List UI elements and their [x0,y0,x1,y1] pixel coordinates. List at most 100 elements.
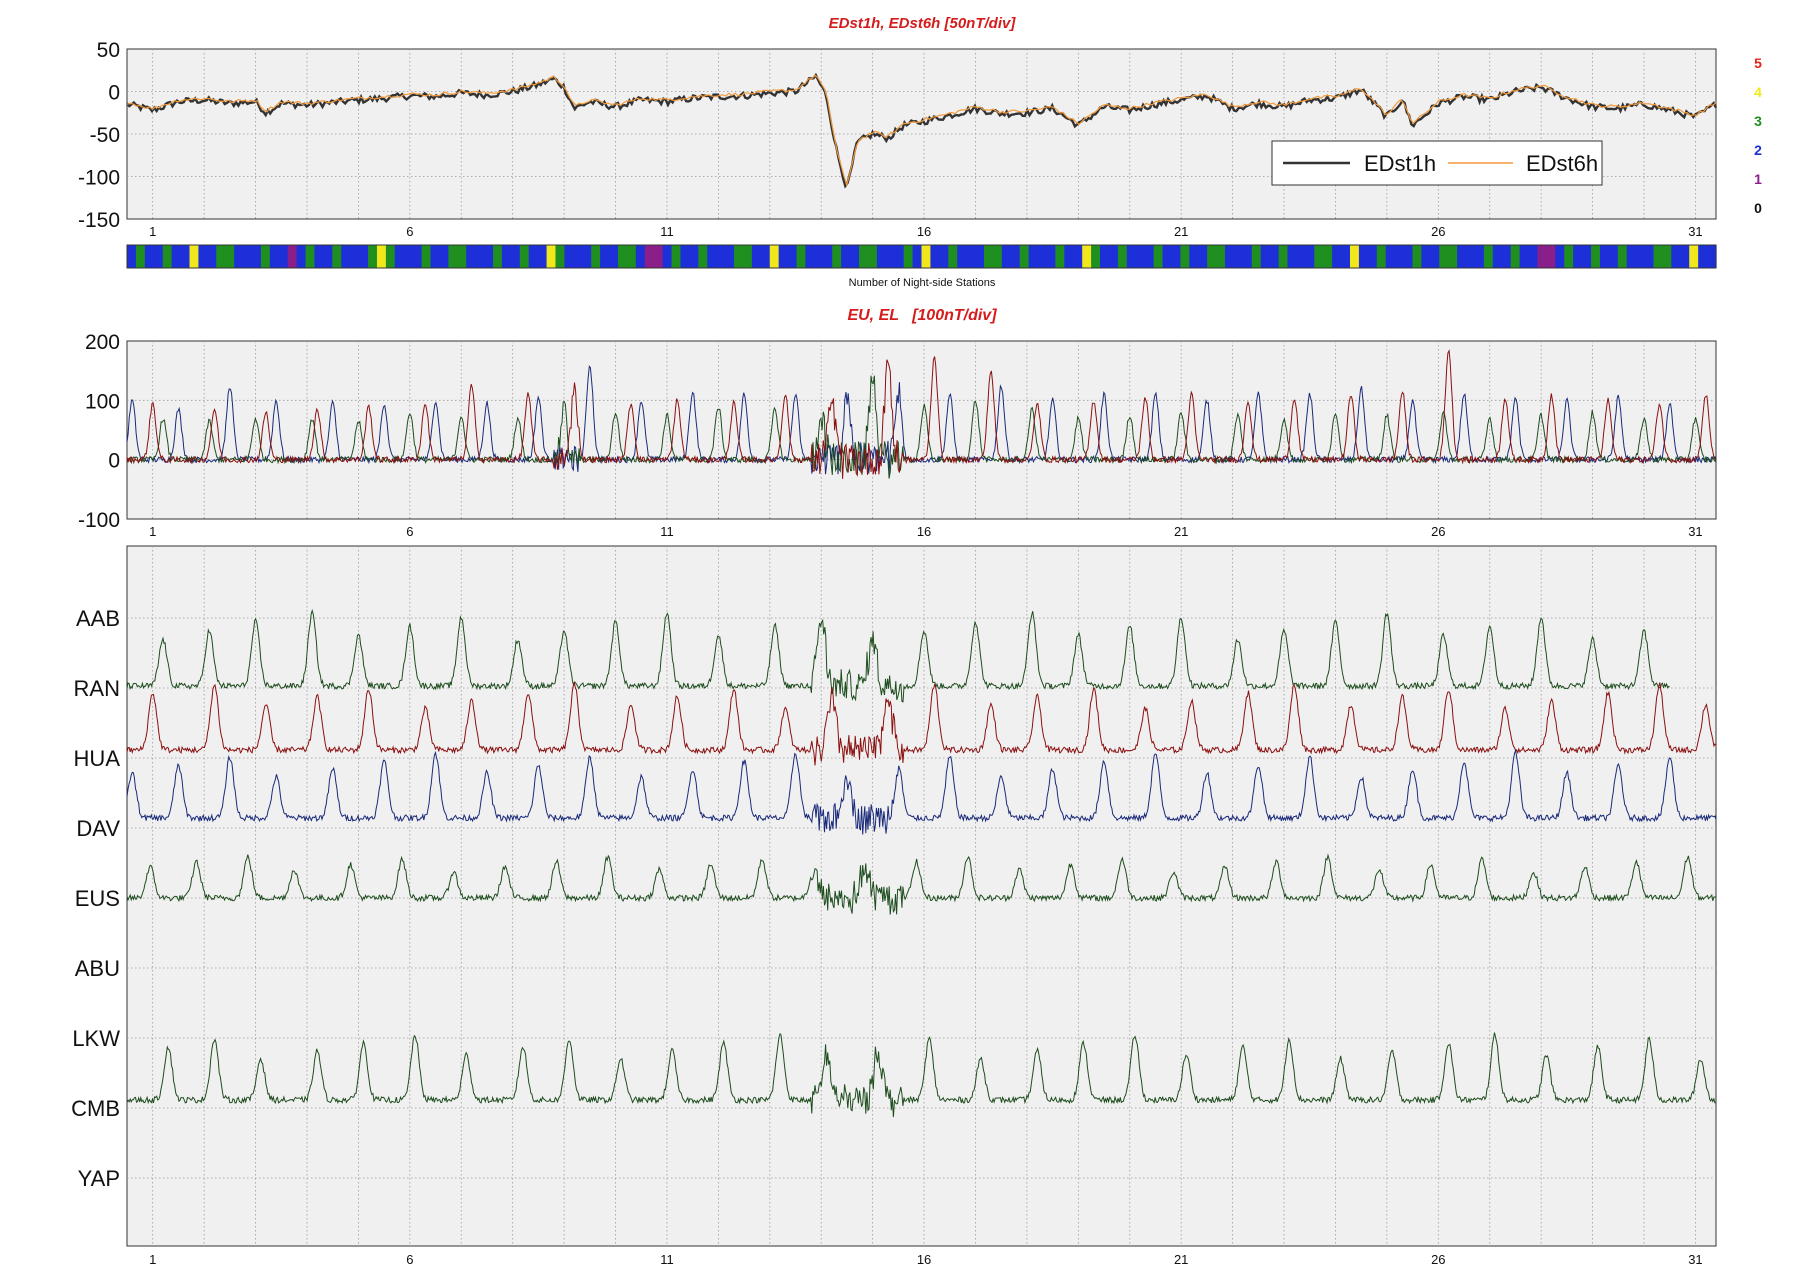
station-count-cell [493,245,503,268]
y-tick-label: 0 [108,82,120,105]
station-label-ran: RAN [74,676,120,701]
station-trace-hua [126,748,1717,835]
station-count-cell [510,245,521,268]
station-count-cell [287,245,298,268]
station-count-cell [1064,245,1074,268]
station-count-cell [1707,245,1717,268]
station-count-cell [1162,245,1173,268]
station-count-cell [234,245,244,268]
y-tick-label: 100 [85,390,120,413]
station-count-cell [1233,245,1244,268]
station-count-cell [609,245,619,268]
x-tick-label: 21 [1174,524,1188,539]
y-tick-label: -100 [78,167,120,190]
station-count-cell [626,245,637,268]
station-count-cell [260,245,271,268]
station-count-cell [796,245,807,268]
station-count-cell [1599,245,1610,268]
station-count-cell [903,245,914,268]
x-tick-label: 21 [1174,224,1188,239]
stations-series [126,608,1717,1118]
station-count-cell [805,245,815,268]
station-count-cell [1492,245,1503,268]
y-tick-label: 200 [85,331,120,354]
station-count-cell [1403,245,1414,268]
station-count-cell [1689,245,1699,268]
station-trace-ran [126,682,1717,766]
edst-legend: EDst1h EDst6h [1271,140,1603,186]
series-line-edst6h [126,74,1717,188]
station-count-cell [251,245,262,268]
station-count-cell [207,245,217,268]
station-count-cell [269,245,280,268]
station-count-cell [707,245,717,268]
eu-el-series [126,349,1717,479]
station-count-cell [992,245,1003,268]
x-tick-label: 16 [917,224,931,239]
station-count-cell [1242,245,1253,268]
station-count-cell [1010,245,1021,268]
station-count-cell [448,245,458,268]
station-count-cell [1483,245,1494,268]
station-count-cell [555,245,566,268]
station-label-hua: HUA [74,746,121,771]
station-count-cell [689,245,699,268]
legend-label-edst1h: EDst1h [1364,151,1436,176]
station-count-cell [635,245,646,268]
station-count-cell [484,245,494,268]
station-count-cell [537,245,548,268]
station-count-cell [1278,245,1289,268]
station-count-cell [376,245,387,268]
station-count-cell [1091,245,1101,268]
station-label-eus: EUS [75,886,120,911]
station-count-cell [751,245,762,268]
count-legend-2: 2 [1754,142,1762,158]
station-count-cell [1055,245,1065,268]
y-tick-label: 0 [108,450,120,473]
station-count-cell [742,245,753,268]
station-count-cell [1225,245,1235,268]
station-count-bar: Number of Night-side Stations [126,244,1717,289]
station-count-cell [332,245,342,268]
station-count-cell [1180,245,1190,268]
station-count-cell [832,245,842,268]
station-count-cell [814,245,824,268]
station-count-cell [644,245,655,268]
station-count-cell [180,245,191,268]
station-count-cell [1448,245,1458,268]
x-tick-label: 26 [1431,524,1445,539]
station-count-cell [243,245,253,268]
station-count-cell [1591,245,1601,268]
station-count-cell [1046,245,1057,268]
station-count-cell [1555,245,1565,268]
station-count-cell [1349,245,1360,268]
station-count-cell [1314,245,1324,268]
station-count-cell [1073,245,1083,268]
y-tick-label: 50 [97,39,120,62]
station-count-cell [1216,245,1226,268]
station-count-cell [341,245,351,268]
station-count-cell [1573,245,1583,268]
station-count-cell [1332,245,1342,268]
station-count-cell [305,245,316,268]
count-legend-0: 0 [1754,200,1762,216]
station-count-cell [1501,245,1512,268]
station-count-cell [778,245,789,268]
count-legend-1: 1 [1754,171,1762,187]
station-count-cell [823,245,833,268]
station-count-cell [760,245,771,268]
station-count-cell [894,245,905,268]
station-count-cell [564,245,574,268]
station-count-cell [1537,245,1547,268]
station-count-cell [591,245,601,268]
station-count-cell [1644,245,1655,268]
x-tick-label: 1 [149,224,156,239]
station-count-cell [1474,245,1485,268]
station-count-cell [1519,245,1530,268]
station-count-cell [787,245,798,268]
station-count-cell [1367,245,1378,268]
station-count-cell [921,245,932,268]
station-count-cell [1269,245,1280,268]
station-count-cell [859,245,869,268]
